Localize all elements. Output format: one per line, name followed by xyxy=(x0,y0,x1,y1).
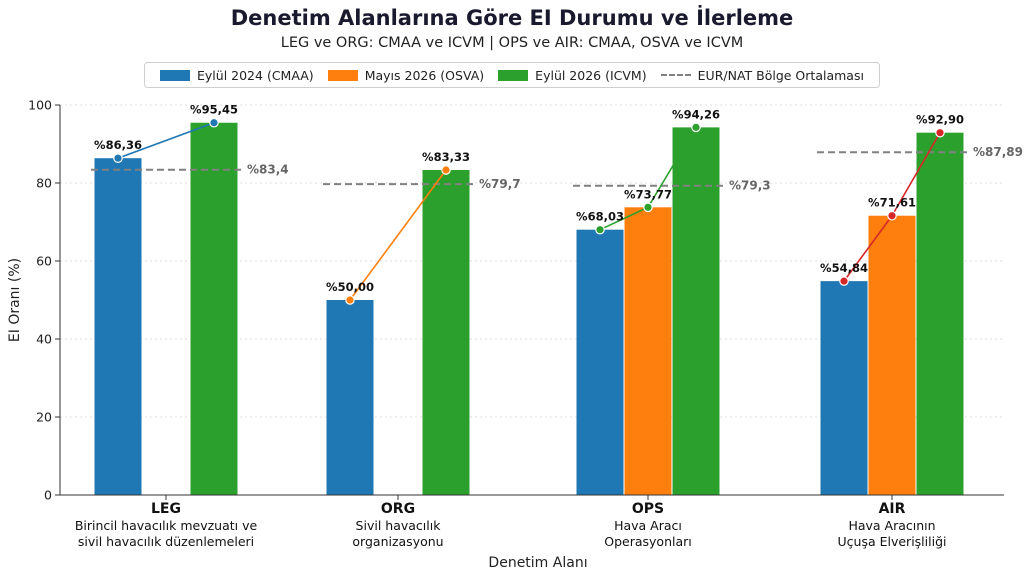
legend-dash-regional-average xyxy=(660,74,691,76)
legend-item-regional-average: EUR/NAT Bölge Ortalaması xyxy=(660,67,864,83)
category-description-ops: Hava Aracı xyxy=(614,518,682,533)
value-label-ops-icvm: %94,26 xyxy=(672,107,720,121)
value-label-air-icvm: %92,90 xyxy=(916,113,964,127)
category-code-ops: OPS xyxy=(632,501,664,517)
bar-org-icvm xyxy=(422,170,470,495)
y-axis-title: EI Oranı (%) xyxy=(7,258,23,342)
y-tick-label: 100 xyxy=(28,98,52,113)
y-tick-label: 60 xyxy=(36,254,52,269)
trend-point-ops-osva xyxy=(643,202,653,213)
chart-title: Denetim Alanlarına Göre EI Durumu ve İle… xyxy=(230,6,794,30)
category-code-air: AIR xyxy=(879,501,906,517)
bar-org-cmaa xyxy=(326,300,374,495)
legend-item-cmaa: Eylül 2024 (CMAA) xyxy=(160,68,314,83)
value-label-leg-cmaa: %86,36 xyxy=(94,138,142,152)
y-tick-label: 80 xyxy=(36,176,52,191)
bar-ops-icvm xyxy=(672,127,720,496)
legend-label-regional-average: EUR/NAT Bölge Ortalaması xyxy=(697,67,864,83)
bar-air-cmaa xyxy=(820,281,868,495)
trend-point-air-osva xyxy=(887,210,897,221)
trend-line-leg xyxy=(117,121,215,159)
category-description-leg: Birincil havacılık mevzuatı ve xyxy=(75,518,258,533)
legend-swatch-icvm xyxy=(498,69,529,81)
value-label-air-osva: %71,61 xyxy=(868,196,916,210)
trend-layer xyxy=(113,117,945,305)
reference-label-leg: %83,4 xyxy=(247,163,289,177)
trend-point-ops-icvm xyxy=(691,122,701,133)
legend-swatch-osva xyxy=(327,69,358,81)
bar-air-osva xyxy=(868,215,916,495)
value-label-org-cmaa: %50,00 xyxy=(326,280,374,294)
bar-layer xyxy=(94,122,964,496)
legend-label-osva: Mayıs 2026 (OSVA) xyxy=(364,67,485,83)
legend-swatch-cmaa xyxy=(160,69,191,81)
reference-layer xyxy=(91,151,967,187)
value-label-leg-icvm: %95,45 xyxy=(190,103,238,117)
bar-ops-osva xyxy=(624,207,672,495)
reference-label-ops: %79,3 xyxy=(729,179,771,193)
value-label-ops-cmaa: %68,03 xyxy=(576,210,624,224)
reference-label-org: %79,7 xyxy=(479,177,521,191)
category-description-leg: sivil havacılık düzenlemeleri xyxy=(78,534,254,549)
trend-point-ops-cmaa xyxy=(595,224,605,235)
trend-point-leg-cmaa xyxy=(113,153,123,163)
category-description-air: Uçuşa Elverişliliği xyxy=(838,534,947,549)
trend-point-org-cmaa xyxy=(345,295,355,305)
category-description-org: organizasyonu xyxy=(352,534,443,549)
trend-line-org xyxy=(349,169,447,301)
value-label-org-icvm: %83,33 xyxy=(422,150,470,164)
chart-subtitle: LEG ve ORG: CMAA ve ICVM | OPS ve AIR: C… xyxy=(280,35,744,51)
y-tick-label: 20 xyxy=(36,410,52,425)
trend-point-org-icvm xyxy=(441,165,451,175)
category-code-leg: LEG xyxy=(151,501,181,517)
trend-point-leg-icvm xyxy=(209,117,219,128)
trend-point-air-icvm xyxy=(935,127,945,138)
trend-point-air-cmaa xyxy=(839,276,849,286)
reference-label-air: %87,89 xyxy=(973,145,1023,159)
y-tick-label: 0 xyxy=(44,488,52,503)
bar-leg-icvm xyxy=(190,122,238,496)
category-description-air: Hava Aracının xyxy=(848,518,935,533)
category-code-org: ORG xyxy=(381,501,415,517)
legend: Eylül 2024 (CMAA) Mayıs 2026 (OSVA) Eylü… xyxy=(144,62,880,88)
legend-item-icvm: Eylül 2026 (ICVM) xyxy=(498,67,647,83)
legend-label-icvm: Eylül 2026 (ICVM) xyxy=(535,67,647,83)
x-axis-title: Denetim Alanı xyxy=(488,555,587,571)
legend-item-osva: Mayıs 2026 (OSVA) xyxy=(327,67,485,83)
axis-layer: 0 20 40 60 80 100 EI Oranı (%) Denetim Alanı LEG… xyxy=(7,98,1004,571)
legend-label-cmaa: Eylül 2024 (CMAA) xyxy=(197,67,314,83)
label-layer: %86,36 %95,45 %83,4 %50,00 %83,33 %79,7 %68,03… xyxy=(94,103,1023,294)
value-label-ops-osva: %73,77 xyxy=(624,187,672,201)
y-tick-label: 40 xyxy=(36,332,52,347)
bar-air-icvm xyxy=(916,132,964,495)
bar-leg-cmaa xyxy=(94,158,142,496)
category-description-ops: Operasyonları xyxy=(604,534,692,549)
value-label-air-cmaa: %54,84 xyxy=(820,261,868,275)
bar-ops-cmaa xyxy=(576,229,624,496)
category-description-org: Sivil havacılık xyxy=(356,518,442,533)
